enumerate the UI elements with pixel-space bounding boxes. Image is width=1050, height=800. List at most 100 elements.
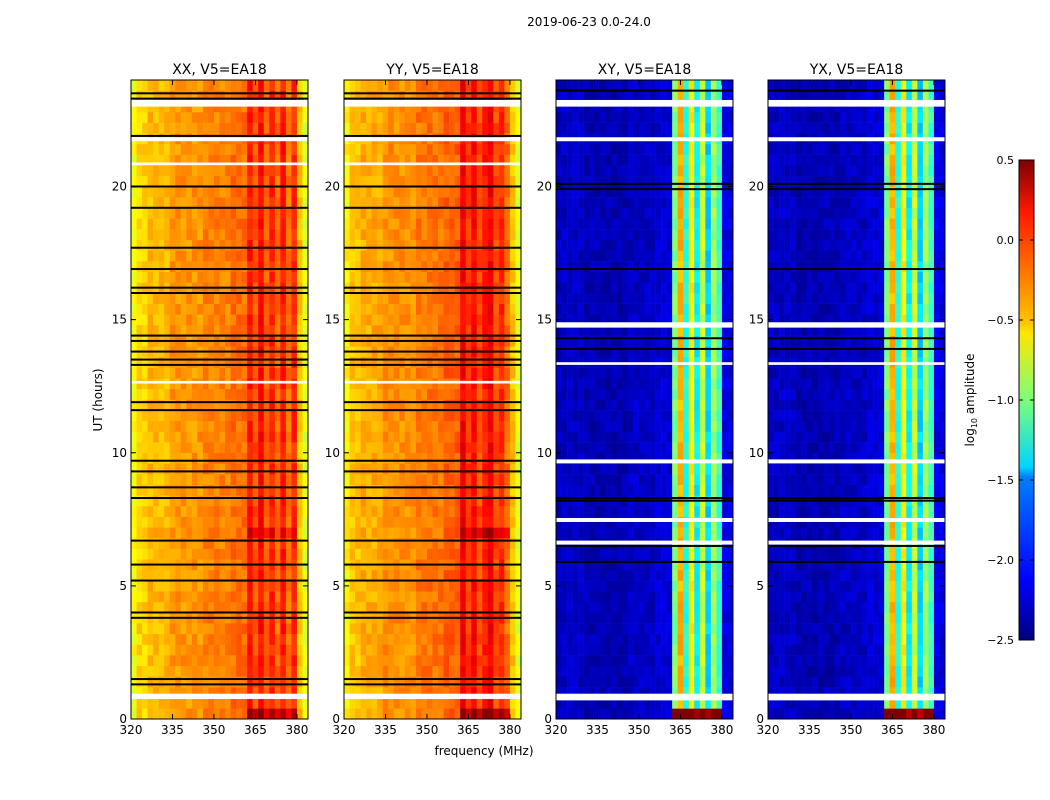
heatmap-cell	[583, 303, 590, 315]
heatmap-cell	[644, 324, 651, 336]
heatmap-cell	[578, 506, 584, 517]
heatmap-cell	[191, 261, 198, 272]
heatmap-cell	[247, 442, 253, 454]
heatmap-cell	[583, 676, 590, 688]
heatmap-cell	[302, 601, 309, 613]
heatmap-cell	[493, 591, 500, 603]
heatmap-cell	[208, 442, 215, 454]
heatmap-cell	[460, 548, 466, 560]
heatmap-cell	[611, 644, 618, 656]
heatmap-cell	[509, 420, 516, 432]
heatmap-cell	[589, 324, 596, 336]
heatmap-cell	[186, 442, 193, 454]
heatmap-cell	[366, 633, 372, 645]
heatmap-cell	[371, 101, 378, 113]
heatmap-cell	[449, 218, 455, 230]
heatmap-cell	[449, 356, 455, 368]
heatmap-cell	[186, 495, 193, 507]
heatmap-cell	[344, 452, 350, 464]
heatmap-cell	[393, 218, 400, 230]
heatmap-cell	[225, 527, 231, 539]
heatmap-cell	[296, 687, 303, 698]
heatmap-cell	[169, 495, 176, 507]
heatmap-cell	[131, 378, 137, 390]
heatmap-cell	[258, 410, 265, 422]
heatmap-cell	[393, 687, 400, 698]
heatmap-cell	[175, 591, 182, 603]
heatmap-cell	[454, 420, 461, 432]
heatmap-cell	[432, 569, 439, 581]
heatmap-cell	[611, 516, 618, 528]
heatmap-cell	[247, 420, 253, 432]
heatmap-cell	[410, 495, 417, 507]
heatmap-cell	[147, 463, 154, 475]
heatmap-cell	[131, 303, 137, 315]
heatmap-cell	[344, 495, 350, 507]
heatmap-cell	[594, 90, 601, 102]
heatmap-cell	[556, 271, 562, 283]
heatmap-cell	[302, 665, 309, 677]
heatmap-cell	[426, 303, 433, 315]
heatmap-cell	[153, 111, 159, 123]
heatmap-cell	[142, 80, 148, 91]
heatmap-cell	[498, 314, 505, 326]
heatmap-cell	[578, 197, 584, 209]
heatmap-cell	[186, 399, 193, 411]
heatmap-cell	[371, 218, 378, 230]
heatmap-cell	[191, 186, 198, 198]
heatmap-cell	[388, 601, 395, 613]
heatmap-cell	[147, 303, 154, 315]
flagged-line	[344, 563, 521, 566]
heatmap-cell	[344, 324, 350, 336]
heatmap-cell	[638, 335, 645, 347]
heatmap-cell	[622, 154, 629, 166]
heatmap-cell	[638, 452, 645, 464]
heatmap-cell	[213, 548, 220, 560]
heatmap-cell	[616, 367, 623, 379]
heatmap-cell	[622, 633, 629, 645]
heatmap-cell	[377, 186, 384, 198]
heatmap-cell	[252, 293, 259, 304]
flagged-line	[131, 92, 308, 95]
heatmap-cell	[252, 186, 259, 198]
heatmap-cell	[471, 506, 478, 517]
heatmap-cell	[269, 271, 276, 283]
heatmap-cell	[443, 420, 450, 432]
heatmap-cell	[633, 154, 640, 166]
heatmap-cell	[191, 324, 198, 336]
heatmap-cell	[136, 495, 143, 507]
heatmap-cell	[136, 80, 143, 91]
heatmap-cell	[230, 537, 237, 549]
heatmap-cell	[164, 197, 171, 209]
heatmap-cell	[296, 580, 303, 592]
heatmap-cell	[263, 207, 270, 219]
heatmap-cell	[280, 271, 287, 283]
heatmap-cell	[611, 569, 618, 581]
heatmap-cell	[476, 442, 483, 454]
heatmap-cell	[404, 420, 411, 432]
heatmap-cell	[202, 665, 209, 677]
heatmap-cell	[366, 378, 372, 390]
heatmap-cell	[410, 474, 417, 485]
heatmap-cell	[360, 623, 367, 635]
heatmap-cell	[454, 122, 461, 134]
heatmap-cell	[366, 154, 372, 166]
heatmap-cell	[454, 399, 461, 411]
heatmap-cell	[158, 580, 165, 592]
heatmap-cell	[583, 261, 590, 272]
heatmap-cell	[247, 665, 253, 677]
heatmap-cell	[175, 633, 182, 645]
heatmap-cell	[355, 271, 361, 283]
heatmap-cell	[164, 207, 171, 219]
heatmap-cell	[600, 388, 607, 400]
heatmap-cell	[482, 197, 489, 209]
heatmap-cell	[296, 697, 303, 709]
heatmap-cell	[225, 314, 231, 326]
heatmap-cell	[482, 452, 489, 464]
heatmap-cell	[147, 697, 154, 709]
heatmap-cell	[589, 442, 596, 454]
heatmap-cell	[556, 165, 562, 177]
heatmap-cell	[225, 463, 231, 475]
heatmap-cell	[415, 644, 422, 656]
heatmap-cell	[197, 495, 204, 507]
